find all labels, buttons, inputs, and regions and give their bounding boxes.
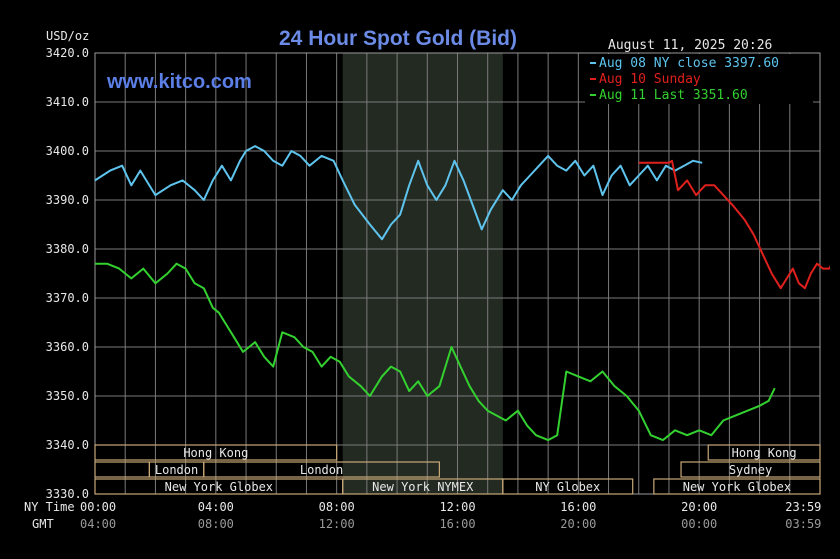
y-axis-unit: USD/oz xyxy=(46,29,89,43)
session-box xyxy=(94,444,338,461)
x-tick-label-ny: 12:00 xyxy=(439,500,475,514)
x-tick-label-gmt: 00:00 xyxy=(681,517,717,531)
x-tick-label-ny: 04:00 xyxy=(198,500,234,514)
session-box xyxy=(502,478,634,495)
session-label: Hong Kong xyxy=(183,446,248,460)
y-tick-label: 3340.0 xyxy=(46,438,89,452)
x-tick-label-gmt: 20:00 xyxy=(560,517,596,531)
nymex-session-shade xyxy=(342,53,503,494)
series-line-1 xyxy=(638,159,840,290)
session-box xyxy=(203,461,440,478)
y-tick-label: 3370.0 xyxy=(46,291,89,305)
y-tick-label: 3330.0 xyxy=(46,487,89,501)
y-tick-label: 3400.0 xyxy=(46,144,89,158)
legend-label: Aug 11 Last 3351.60 xyxy=(599,88,748,103)
x-row-label-ny: NY Time xyxy=(24,500,75,514)
session-box xyxy=(707,444,821,461)
series-line-0 xyxy=(94,145,703,241)
x-tick-label-gmt: 08:00 xyxy=(198,517,234,531)
session-box xyxy=(94,461,150,478)
x-tick-label-gmt: 16:00 xyxy=(439,517,475,531)
y-tick-label: 3390.0 xyxy=(46,193,89,207)
x-tick-label-gmt: 12:00 xyxy=(319,517,355,531)
y-tick-label: 3410.0 xyxy=(46,95,89,109)
timestamp: August 11, 2025 20:26 xyxy=(608,38,772,53)
y-tick-label: 3380.0 xyxy=(46,242,89,256)
x-tick-label-gmt: 04:00 xyxy=(80,517,116,531)
y-tick-label: 3350.0 xyxy=(46,389,89,403)
session-label: London xyxy=(300,463,343,477)
y-tick-label: 3360.0 xyxy=(46,340,89,354)
watermark-url: www.kitco.com xyxy=(106,71,252,93)
session-label: New York Globex xyxy=(165,480,273,494)
x-row-label-gmt: GMT xyxy=(32,517,54,531)
session-label: London xyxy=(155,463,198,477)
chart-title: 24 Hour Spot Gold (Bid) xyxy=(279,27,517,50)
session-label: Sydney xyxy=(729,463,772,477)
x-tick-label-gmt: 03:59 xyxy=(785,517,821,531)
x-tick-label-ny: 08:00 xyxy=(319,500,355,514)
session-label: New York Globex xyxy=(683,480,791,494)
y-tick-label: 3420.0 xyxy=(46,46,89,60)
x-tick-label-ny: 00:00 xyxy=(80,500,116,514)
x-tick-label-ny: 23:59 xyxy=(785,500,821,514)
session-label: NY Globex xyxy=(535,480,600,494)
session-box xyxy=(680,461,821,478)
chart-frame: Hong Kong Hong Kong London London Sydney New … xyxy=(10,8,840,551)
session-label: Hong Kong xyxy=(732,446,797,460)
legend-label: Aug 10 Sunday xyxy=(599,72,701,87)
x-tick-label-ny: 16:00 xyxy=(560,500,596,514)
legend-background xyxy=(585,54,813,104)
x-tick-label-ny: 20:00 xyxy=(681,500,717,514)
session-box xyxy=(653,478,821,495)
session-label: New York NYMEX xyxy=(372,480,474,494)
legend-label: Aug 08 NY close 3397.60 xyxy=(599,56,779,71)
series-line-2 xyxy=(95,262,776,442)
gold-price-chart: Hong Kong Hong Kong London London Sydney New … xyxy=(24,27,840,531)
